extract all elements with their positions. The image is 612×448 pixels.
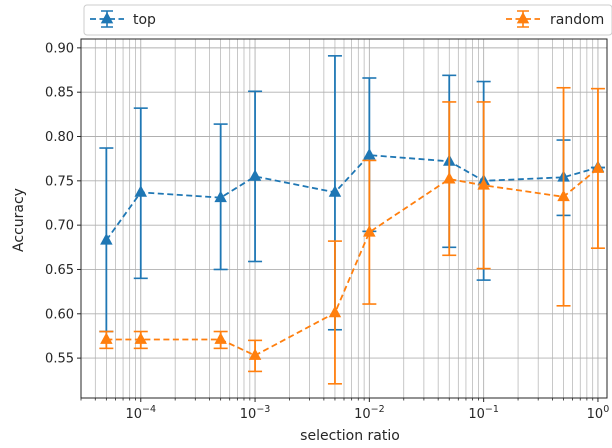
legend-box [83, 4, 612, 36]
legend-label-random: random [550, 12, 604, 28]
y-axis-ticks: 0.55 0.60 0.65 0.70 0.75 0.80 0.85 0.90 [45, 41, 81, 367]
y-tick-label: 0.60 [45, 307, 74, 322]
grid [80, 39, 607, 398]
data-point-random [100, 332, 113, 344]
x-axis-ticks: 10−4 10−3 10−2 10−1 100 [80, 398, 610, 422]
series-random [99, 86, 605, 385]
series-line-random [106, 167, 599, 357]
data-point-random [557, 189, 570, 202]
x-tick-label-exponent: −4 [142, 404, 156, 415]
x-tick-label: 10−4 [125, 404, 156, 422]
data-point-random [248, 348, 262, 360]
y-tick-label: 0.55 [45, 352, 74, 367]
legend-label-top: top [133, 12, 156, 28]
series-line-top [105, 154, 599, 241]
data-point-top [363, 148, 376, 160]
x-tick-label-base: 10 [587, 407, 604, 422]
y-tick-label: 0.75 [45, 174, 74, 189]
legend-marker-random [516, 11, 530, 24]
x-tick-label: 10−1 [468, 404, 499, 422]
data-point-random [477, 178, 490, 190]
plot-frame [80, 38, 608, 399]
x-tick-label-exponent: −3 [256, 404, 270, 415]
x-tick-label-base: 10 [125, 407, 142, 422]
legend-item-random: random [506, 10, 604, 28]
series-layer [99, 55, 605, 385]
data-point-top [100, 233, 113, 245]
x-tick-label: 10−2 [354, 404, 385, 422]
x-tick-label-base: 10 [354, 407, 371, 422]
data-point-random [328, 305, 342, 318]
x-tick-label: 10−3 [240, 404, 271, 422]
x-tick-label-base: 10 [468, 407, 485, 422]
data-point-top [214, 190, 227, 203]
data-point-top [134, 185, 148, 197]
x-tick-label-base: 10 [240, 407, 257, 422]
y-tick-label: 0.80 [45, 130, 74, 145]
y-tick-label: 0.70 [45, 219, 74, 234]
data-point-random [214, 332, 227, 344]
data-point-top [248, 169, 262, 181]
x-tick-label: 100 [587, 404, 610, 422]
data-point-random [134, 332, 148, 344]
data-point-random [363, 225, 376, 237]
data-point-random [591, 161, 605, 173]
x-tick-label-exponent: 0 [603, 404, 609, 415]
x-tick-label-exponent: −2 [371, 404, 385, 415]
y-tick-label: 0.90 [45, 41, 74, 56]
x-axis-label: selection ratio [300, 428, 400, 444]
legend-marker-top [100, 11, 114, 24]
data-point-top [328, 185, 342, 197]
y-axis-label: Accuracy [11, 188, 27, 252]
x-tick-label-exponent: −1 [485, 404, 499, 415]
data-point-random [443, 172, 456, 184]
y-tick-label: 0.85 [45, 86, 74, 101]
legend: top random [83, 4, 612, 36]
legend-item-top: top [90, 10, 156, 28]
y-tick-label: 0.65 [45, 263, 74, 278]
